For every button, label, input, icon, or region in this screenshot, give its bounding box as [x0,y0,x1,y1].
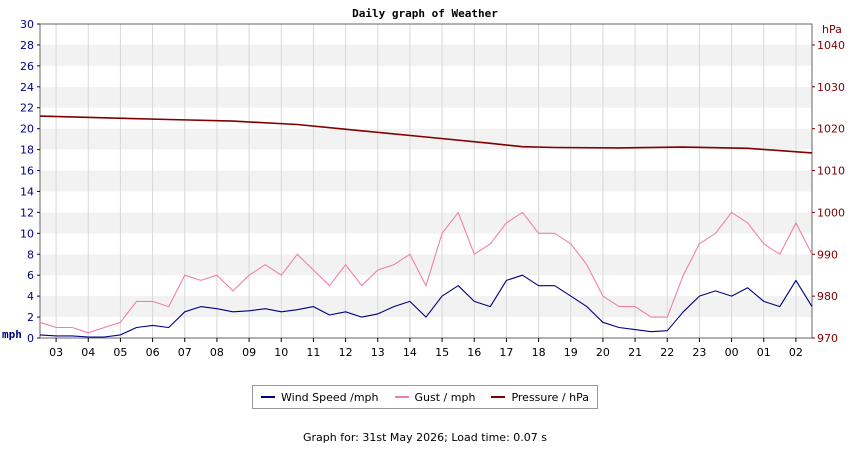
left-tick-label: 30 [20,18,34,31]
x-tick-label: 14 [403,346,417,359]
x-tick-label: 13 [371,346,385,359]
x-tick-label: 19 [564,346,578,359]
gust-line [39,211,813,334]
x-tick-label: 15 [435,346,449,359]
legend-swatch-pressure [491,396,506,398]
x-tick-label: 16 [467,346,481,359]
plot-band [40,44,812,66]
x-tick-label: 02 [789,346,803,359]
plot-band [40,65,812,87]
plot-band [40,191,812,213]
right-tick-label: 980 [817,290,838,303]
right-axis-ticks: 970 980 990 1000 1010 1020 1030 1040 [812,39,845,345]
x-tick-label: 06 [146,346,160,359]
plot-band [40,233,812,255]
footer-text: Graph for: 31st May 2026; Load time: 0.0… [302,431,547,444]
legend-label-pressure: Pressure / hPa [511,390,589,404]
left-tick-label: 10 [20,227,34,240]
left-tick-label: 6 [27,269,34,282]
x-tick-label: 17 [499,346,513,359]
left-tick-label: 4 [27,290,34,303]
x-tick-label: 12 [339,346,353,359]
plot-band [40,149,812,171]
left-tick-label: 14 [20,185,34,198]
pressure-line [39,115,813,154]
plot-band [40,24,812,45]
left-tick-label: 26 [20,60,34,73]
plot-band [40,170,812,192]
left-tick-label: 18 [20,144,34,157]
legend-item-wind: Wind Speed /mph [261,391,379,404]
x-tick-label: 04 [81,346,95,359]
legend: Wind Speed /mph Gust / mph Pressure / hP… [252,385,598,409]
x-tick-label: 11 [306,346,320,359]
x-tick-label: 20 [596,346,610,359]
left-tick-label: 22 [20,102,34,115]
x-axis-ticks: 03 04 05 06 07 08 09 10 11 12 13 14 15 16 17 18 19 20 21 22… [49,338,803,359]
left-tick-label: 24 [20,81,34,94]
chart-title: Daily graph of Weather [352,7,498,20]
left-tick-label: 20 [20,123,34,136]
right-axis-unit: hPa [822,23,842,36]
plot-background-bands [40,24,812,338]
legend-swatch-gust [394,396,409,398]
legend-label-wind: Wind Speed /mph [281,390,379,404]
x-tick-label: 07 [178,346,192,359]
x-tick-label: 01 [757,346,771,359]
x-tick-label: 23 [692,346,706,359]
left-tick-label: 12 [20,206,34,219]
vertical-gridlines [55,24,797,338]
right-tick-label: 1000 [817,206,845,219]
plot-band [40,128,812,150]
x-tick-label: 00 [725,346,739,359]
right-tick-label: 1020 [817,123,845,136]
right-tick-label: 970 [817,332,838,345]
left-tick-label: 16 [20,165,34,178]
x-tick-label: 03 [49,346,63,359]
plot-band [40,254,812,276]
x-tick-label: 05 [113,346,127,359]
x-tick-label: 08 [210,346,224,359]
wind-speed-line [39,274,813,338]
left-tick-label: 0 [27,332,34,345]
x-tick-label: 22 [660,346,674,359]
right-tick-label: 1040 [817,39,845,52]
x-tick-label: 09 [242,346,256,359]
right-tick-label: 1010 [817,165,845,178]
right-tick-label: 990 [817,248,838,261]
legend-swatch-wind [261,396,275,398]
plot-band [40,86,812,108]
legend-item-gust: Gust / mph [394,390,476,404]
plot-band [40,317,812,338]
plot-band [40,212,812,234]
legend-label-gust: Gust / mph [414,390,476,404]
left-tick-label: 28 [20,39,34,52]
plot-band [40,107,812,129]
right-tick-label: 1030 [817,81,845,94]
left-axis-unit: mph [2,328,22,341]
x-tick-label: 21 [628,346,642,359]
plot-border [39,23,813,339]
left-tick-label: 2 [27,311,34,324]
left-tick-label: 8 [27,248,34,261]
x-tick-label: 18 [532,346,546,359]
series-layer [39,115,813,338]
legend-item-pressure: Pressure / hPa [491,391,589,404]
x-tick-label: 10 [274,346,288,359]
